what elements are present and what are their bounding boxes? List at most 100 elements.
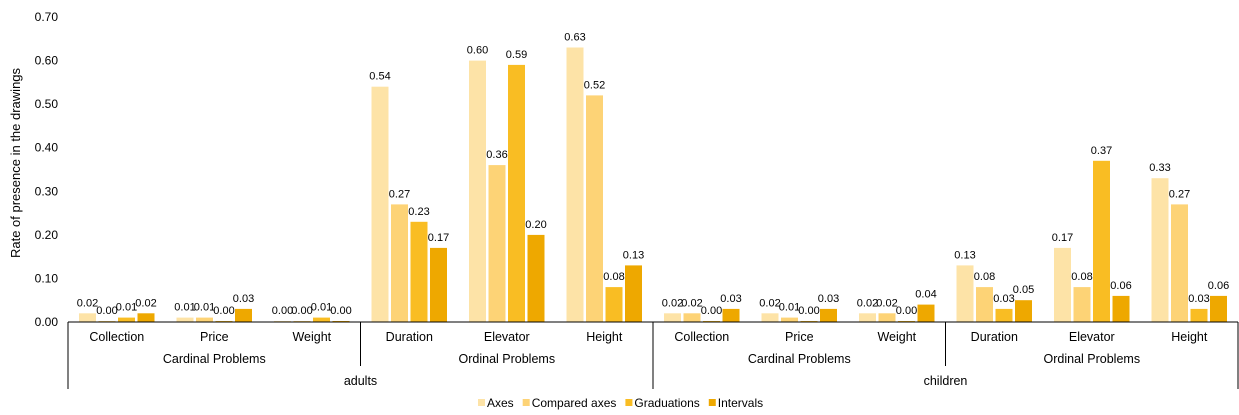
data-label: 0.17 [1052, 232, 1073, 244]
bar [566, 47, 584, 322]
bar [430, 247, 447, 322]
bar [722, 308, 740, 322]
bar [761, 313, 779, 322]
data-label: 0.06 [1110, 280, 1131, 292]
data-label: 0.02 [681, 297, 702, 309]
category-label: Weight [292, 330, 331, 344]
legend-swatch [625, 399, 633, 406]
bar [1210, 295, 1227, 322]
data-label: 0.00 [330, 305, 351, 317]
data-label: 0.23 [408, 206, 429, 218]
bar [1015, 300, 1032, 322]
category-axis: Collection Price Weight Duration Elevator Hei… [67, 321, 1239, 389]
data-label: 0.06 [1208, 280, 1229, 292]
bar [176, 317, 194, 322]
category-label: Price [200, 330, 229, 344]
y-axis-ticks: 0.00 0.10 0.20 0.30 0.40 0.50 0.60 0.70 [35, 10, 59, 329]
subgroup-label: Cardinal Problems [163, 352, 266, 366]
category-label: Collection [89, 330, 144, 344]
bar [508, 64, 525, 323]
y-tick-label: 0.20 [35, 228, 59, 242]
data-label: 0.13 [623, 249, 644, 261]
bar [976, 287, 993, 322]
category-label: Height [586, 330, 623, 344]
data-label: 0.03 [993, 293, 1014, 305]
data-label: 0.00 [701, 305, 722, 317]
category-label: Price [785, 330, 814, 344]
data-label: 0.02 [77, 297, 98, 309]
legend-label: Graduations [634, 396, 699, 410]
legend-swatch [522, 399, 530, 406]
data-label: 0.02 [662, 297, 683, 309]
data-label: 0.08 [974, 271, 995, 283]
data-label: 0.03 [720, 293, 741, 305]
data-labels: 0.020.000.010.02 0.010.010.000.030.000.00… [77, 32, 1229, 318]
data-label: 0.01 [194, 302, 215, 314]
category-label: Weight [877, 330, 916, 344]
bar [664, 313, 681, 322]
bar [1151, 178, 1169, 322]
category-label: Duration [386, 330, 433, 344]
bar [313, 317, 330, 322]
bar [410, 221, 428, 322]
y-axis-label: Rate of presence in the drawings [8, 67, 23, 258]
bar [527, 234, 545, 322]
data-label: 0.01 [116, 302, 137, 314]
data-label: 0.00 [213, 305, 234, 317]
bar [1054, 247, 1071, 322]
group-label: adults [344, 374, 377, 388]
data-label: 0.52 [584, 79, 605, 91]
data-label: 0.59 [506, 49, 527, 61]
y-tick-label: 0.10 [35, 271, 59, 285]
y-tick-label: 0.40 [35, 141, 59, 155]
data-label: 0.01 [311, 302, 332, 314]
subgroup-label: Ordinal Problems [459, 352, 556, 366]
data-label: 0.54 [369, 71, 390, 83]
bar [469, 60, 486, 322]
data-label: 0.20 [525, 219, 546, 231]
data-label: 0.01 [779, 302, 800, 314]
y-tick-label: 0.70 [35, 10, 59, 24]
bar [391, 204, 408, 322]
y-tick-label: 0.00 [35, 315, 59, 329]
y-tick-label: 0.30 [35, 184, 59, 198]
y-tick-label: 0.60 [35, 54, 59, 68]
bar [820, 308, 837, 322]
data-label: 0.08 [1071, 271, 1092, 283]
bar [1171, 204, 1188, 322]
category-label: Duration [971, 330, 1018, 344]
bars [79, 47, 1227, 323]
data-label: 0.08 [603, 271, 624, 283]
subgroup-label: Cardinal Problems [748, 352, 851, 366]
data-label: 0.02 [876, 297, 897, 309]
bar [371, 86, 389, 322]
category-label: Collection [674, 330, 729, 344]
data-label: 0.60 [467, 45, 488, 57]
bar [956, 265, 974, 322]
bar [683, 313, 701, 322]
data-label: 0.63 [564, 32, 585, 44]
bar [605, 287, 623, 322]
bar [917, 304, 935, 322]
legend: Axes Compared axes Graduations Intervals [478, 396, 763, 410]
data-label: 0.33 [1149, 162, 1170, 174]
legend-label: Axes [487, 396, 514, 410]
data-label: 0.36 [486, 149, 507, 161]
data-label: 0.03 [1188, 293, 1209, 305]
bar [137, 313, 155, 322]
data-label: 0.17 [428, 232, 449, 244]
bar [586, 95, 603, 323]
data-label: 0.37 [1091, 145, 1112, 157]
data-label: 0.03 [233, 293, 254, 305]
bar [1093, 160, 1110, 322]
data-label: 0.00 [272, 305, 293, 317]
bar [1112, 295, 1130, 322]
data-label: 0.02 [857, 297, 878, 309]
bar [878, 313, 896, 322]
y-tick-label: 0.50 [35, 97, 59, 111]
bar [625, 265, 642, 322]
legend-label: Intervals [718, 396, 763, 410]
data-label: 0.02 [759, 297, 780, 309]
bar [196, 317, 213, 322]
bar [488, 165, 506, 322]
